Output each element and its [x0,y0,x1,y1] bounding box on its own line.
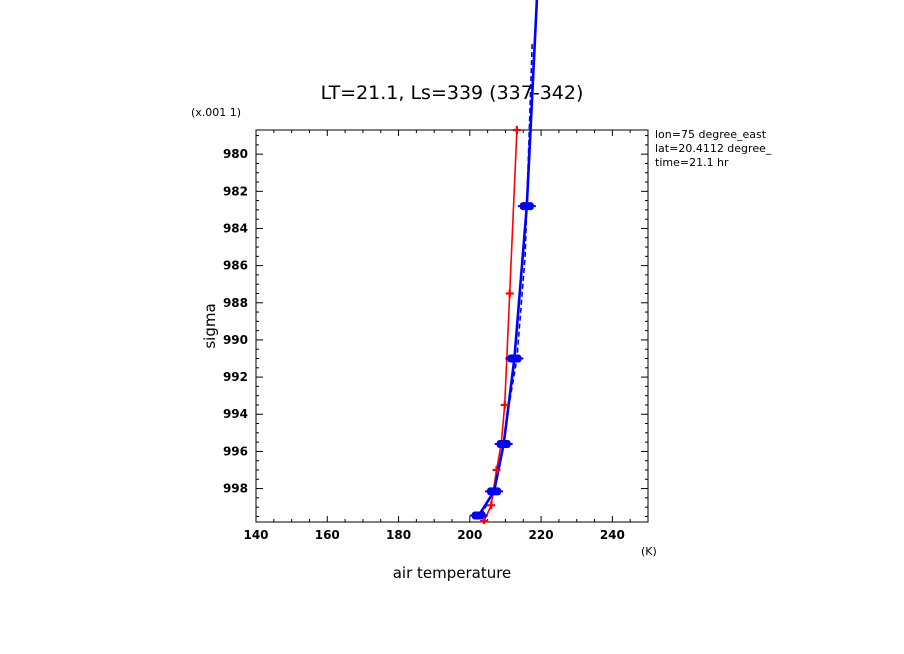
x-tick-label: 200 [457,528,482,542]
chart-title: LT=21.1, Ls=339 (337-342) [321,82,584,104]
x-unit-label: (K) [641,545,657,558]
annotation-lon: lon=75 degree_east [655,128,767,141]
plot-frame [255,129,649,523]
y-tick-label: 984 [223,221,248,235]
x-tick-label: 160 [315,528,340,542]
x-tick-label: 220 [529,528,554,542]
y-tick-label: 986 [223,259,248,273]
annotation-time: time=21.1 hr [655,156,729,169]
series-layer [469,0,539,524]
annotation-lat: lat=20.4112 degree_ [655,142,772,155]
x-tick-label: 140 [243,528,268,542]
x-tick-label: 240 [600,528,625,542]
y-tick-label: 992 [223,370,248,384]
axis-ticks: 140 160 180 200 220 240 980 982 984 986 988 990 992 9… [223,130,648,542]
x-tick-label: 180 [386,528,411,542]
y-tick-label: 980 [223,147,248,161]
y-tick-label: 982 [223,184,248,198]
y-tick-label: 996 [223,444,248,458]
y-axis-title: sigma [201,303,219,348]
y-tick-label: 988 [223,296,248,310]
y-tick-label: 994 [223,407,248,421]
x-axis-title: air temperature [393,564,512,582]
y-tick-label: 990 [223,333,248,347]
y-tick-label: 998 [223,482,248,496]
y-multiplier-label: (x.001 1) [191,106,241,119]
series-line-blue-solid [477,0,539,517]
